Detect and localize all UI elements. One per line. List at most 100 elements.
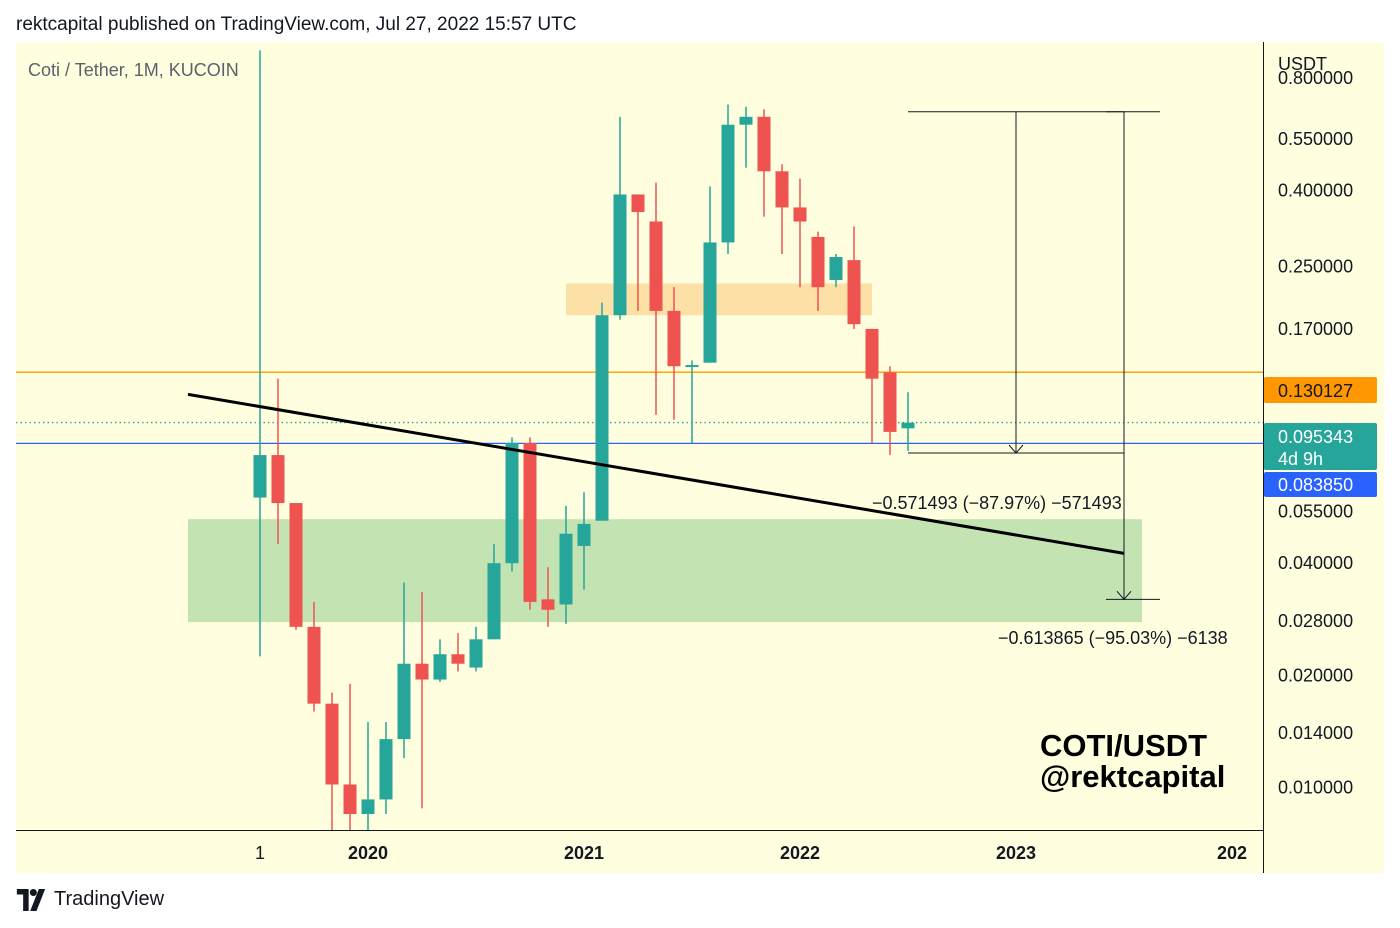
publisher-header: rektcapital published on TradingView.com… xyxy=(16,14,577,35)
zones-layer xyxy=(188,283,1142,623)
candle-body xyxy=(433,654,447,680)
candle-body xyxy=(739,116,753,125)
candle-body xyxy=(397,663,411,740)
candle-2019-12 xyxy=(343,683,357,830)
watermark-author: @rektcapital xyxy=(1040,759,1225,794)
price-tags: 0.130127 0.095343 4d 9h 0.083850 xyxy=(1264,377,1377,497)
candle-2021-01 xyxy=(577,492,591,590)
candle-body xyxy=(253,455,267,498)
candle-2020-09 xyxy=(505,437,519,572)
candle-body xyxy=(379,739,393,800)
footer: TradingView xyxy=(16,888,164,911)
candle-body xyxy=(343,784,357,814)
candle-2020-08 xyxy=(487,544,501,640)
price-tick-9: 0.020000 xyxy=(1278,665,1353,685)
candle-body xyxy=(505,443,519,564)
candle-body xyxy=(325,703,339,785)
candle-body xyxy=(865,328,879,379)
candle-body xyxy=(415,663,429,680)
candle-2021-09 xyxy=(721,104,735,255)
measure-label-2: −0.613865 (−95.03%) −6138 xyxy=(998,628,1228,648)
price-axis[interactable]: 0.800000 0.550000 0.400000 0.250000 0.170000… xyxy=(1278,68,1353,798)
candle-body xyxy=(289,503,303,627)
candle-2021-12 xyxy=(775,164,789,255)
candle-2020-01 xyxy=(361,722,375,830)
orange-line-tag xyxy=(1264,377,1377,403)
candle-body xyxy=(847,260,861,325)
measure-0 xyxy=(908,111,1124,454)
candle-body xyxy=(703,242,717,363)
candle-2020-10 xyxy=(523,437,537,610)
blue-line-tag-text: 0.083850 xyxy=(1278,475,1353,495)
candle-body xyxy=(829,257,843,280)
candle-body xyxy=(757,116,771,172)
current-price-tag xyxy=(1264,423,1377,470)
zone-0 xyxy=(188,519,1142,623)
candle-2022-07 xyxy=(901,392,915,451)
trendline-layer[interactable] xyxy=(187,392,1125,555)
price-tick-4: 0.170000 xyxy=(1278,319,1353,339)
plot-background xyxy=(16,42,1263,831)
price-tick-2: 0.400000 xyxy=(1278,180,1353,200)
candle-body xyxy=(631,194,645,212)
candle-2021-05 xyxy=(649,182,663,415)
price-tick-10: 0.014000 xyxy=(1278,723,1353,743)
footer-brand[interactable]: TradingView xyxy=(54,888,165,910)
candle-2022-01 xyxy=(793,178,807,288)
candle-2021-06 xyxy=(667,287,681,420)
candle-2020-03 xyxy=(397,582,411,759)
zone-1 xyxy=(566,283,872,316)
candle-2020-04 xyxy=(415,591,429,809)
measure-1 xyxy=(1106,111,1160,601)
time-tick-5: 202 xyxy=(1217,843,1247,863)
candle-body xyxy=(775,171,789,208)
candle-body xyxy=(307,626,321,704)
current-price-tag-text: 0.095343 xyxy=(1278,427,1353,447)
candle-2019-07 xyxy=(253,50,267,657)
candle-body xyxy=(469,639,483,668)
candle-countdown-text: 4d 9h xyxy=(1278,449,1323,469)
candle-2021-03 xyxy=(613,116,627,320)
candle-body xyxy=(541,599,555,610)
candle-body xyxy=(595,315,609,521)
measure-arrow xyxy=(1008,444,1024,454)
price-tick-11: 0.010000 xyxy=(1278,778,1353,798)
price-tick-3: 0.250000 xyxy=(1278,256,1353,276)
candle-2022-02 xyxy=(811,231,825,311)
candle-2020-05 xyxy=(433,639,447,683)
candle-2020-12 xyxy=(559,505,573,624)
candle-2020-11 xyxy=(541,567,555,627)
candle-2019-08 xyxy=(271,378,285,545)
currency-label: USDT xyxy=(1278,54,1327,74)
candle-2020-06 xyxy=(451,632,465,672)
time-axis[interactable]: 1 2020 2021 2022 2023 202 xyxy=(255,843,1247,863)
candle-2020-02 xyxy=(379,722,393,814)
candle-body xyxy=(721,124,735,243)
measure-layer[interactable] xyxy=(908,111,1160,601)
trendline xyxy=(187,392,1125,555)
time-axis-background xyxy=(16,831,1384,873)
candle-body xyxy=(649,221,663,311)
tradingview-logo-icon[interactable] xyxy=(16,888,46,911)
candle-body xyxy=(577,523,591,546)
candle-2019-11 xyxy=(325,692,339,830)
candle-body xyxy=(451,654,465,664)
time-tick-2: 2021 xyxy=(564,843,604,863)
candle-2022-04 xyxy=(847,226,861,329)
candle-2020-07 xyxy=(469,626,483,672)
candle-2019-09 xyxy=(289,503,303,630)
orange-line-tag-text: 0.130127 xyxy=(1278,381,1353,401)
candle-2021-02 xyxy=(595,302,609,521)
candle-body xyxy=(361,799,375,814)
candle-body xyxy=(487,563,501,640)
time-tick-3: 2022 xyxy=(780,843,820,863)
price-chart[interactable]: 0.800000 0.550000 0.400000 0.250000 0.170000… xyxy=(0,0,1400,880)
candle-2022-05 xyxy=(865,328,879,444)
price-tick-8: 0.028000 xyxy=(1278,611,1353,631)
candle-body xyxy=(685,365,699,368)
candle-body xyxy=(883,372,897,432)
candle-body xyxy=(559,533,573,605)
candle-2021-04 xyxy=(631,194,645,311)
candle-2022-03 xyxy=(829,254,843,288)
candle-2019-10 xyxy=(307,601,321,712)
